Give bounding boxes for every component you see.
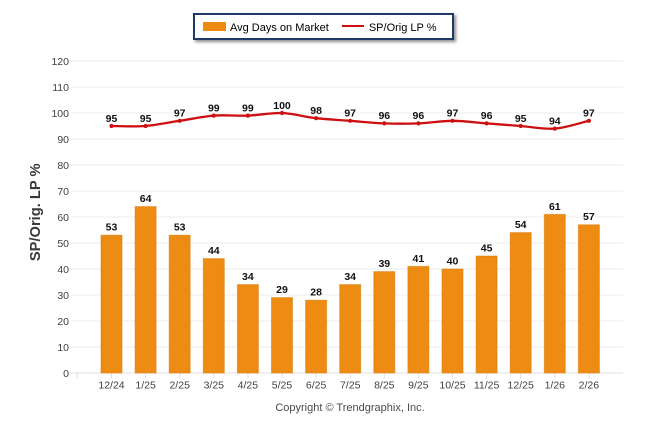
svg-text:4/25: 4/25 <box>238 380 259 392</box>
svg-text:1/26: 1/26 <box>545 380 566 392</box>
svg-text:96: 96 <box>481 110 493 122</box>
svg-text:95: 95 <box>140 113 152 125</box>
svg-text:2/26: 2/26 <box>579 380 600 392</box>
svg-text:1/25: 1/25 <box>135 380 156 392</box>
svg-text:80: 80 <box>57 160 69 172</box>
svg-text:95: 95 <box>515 113 527 125</box>
svg-text:7/25: 7/25 <box>340 380 361 392</box>
svg-text:97: 97 <box>174 108 186 120</box>
svg-text:34: 34 <box>344 271 356 283</box>
svg-text:40: 40 <box>57 264 69 276</box>
svg-text:60: 60 <box>57 212 69 224</box>
svg-text:100: 100 <box>273 100 291 112</box>
svg-text:0: 0 <box>63 368 69 380</box>
svg-text:64: 64 <box>140 193 152 205</box>
svg-text:10/25: 10/25 <box>439 380 465 392</box>
svg-text:97: 97 <box>344 108 356 120</box>
svg-text:90: 90 <box>57 134 69 146</box>
svg-text:98: 98 <box>310 105 322 117</box>
svg-text:45: 45 <box>481 242 493 254</box>
svg-text:99: 99 <box>208 102 220 114</box>
svg-text:29: 29 <box>276 284 288 296</box>
svg-text:9/25: 9/25 <box>408 380 429 392</box>
svg-text:53: 53 <box>174 222 186 234</box>
svg-text:10: 10 <box>57 342 69 354</box>
svg-text:40: 40 <box>447 255 459 267</box>
svg-text:61: 61 <box>549 201 561 213</box>
svg-text:94: 94 <box>549 115 561 127</box>
svg-text:97: 97 <box>583 108 595 120</box>
svg-text:5/25: 5/25 <box>272 380 293 392</box>
svg-text:30: 30 <box>57 290 69 302</box>
svg-text:8/25: 8/25 <box>374 380 395 392</box>
svg-text:11/25: 11/25 <box>474 380 500 392</box>
svg-text:44: 44 <box>208 245 220 257</box>
svg-text:20: 20 <box>57 316 69 328</box>
svg-text:96: 96 <box>413 110 425 122</box>
svg-text:95: 95 <box>106 113 118 125</box>
svg-text:34: 34 <box>242 271 254 283</box>
svg-text:53: 53 <box>106 222 118 234</box>
svg-text:120: 120 <box>51 56 69 68</box>
svg-text:110: 110 <box>52 82 69 94</box>
svg-text:41: 41 <box>413 253 425 265</box>
svg-text:2/25: 2/25 <box>169 380 190 392</box>
svg-text:70: 70 <box>57 186 69 198</box>
svg-text:12/24: 12/24 <box>98 380 124 392</box>
svg-text:28: 28 <box>310 287 322 299</box>
svg-text:39: 39 <box>378 258 390 270</box>
svg-text:97: 97 <box>447 108 459 120</box>
svg-text:SP/Orig. LP %: SP/Orig. LP % <box>28 163 44 261</box>
svg-text:54: 54 <box>515 219 527 231</box>
svg-text:50: 50 <box>57 238 69 250</box>
svg-text:96: 96 <box>378 110 390 122</box>
svg-text:100: 100 <box>51 108 69 120</box>
svg-text:57: 57 <box>583 211 595 223</box>
svg-text:6/25: 6/25 <box>306 380 327 392</box>
svg-text:3/25: 3/25 <box>204 380 225 392</box>
svg-text:99: 99 <box>242 102 254 114</box>
svg-text:12/25: 12/25 <box>508 380 534 392</box>
